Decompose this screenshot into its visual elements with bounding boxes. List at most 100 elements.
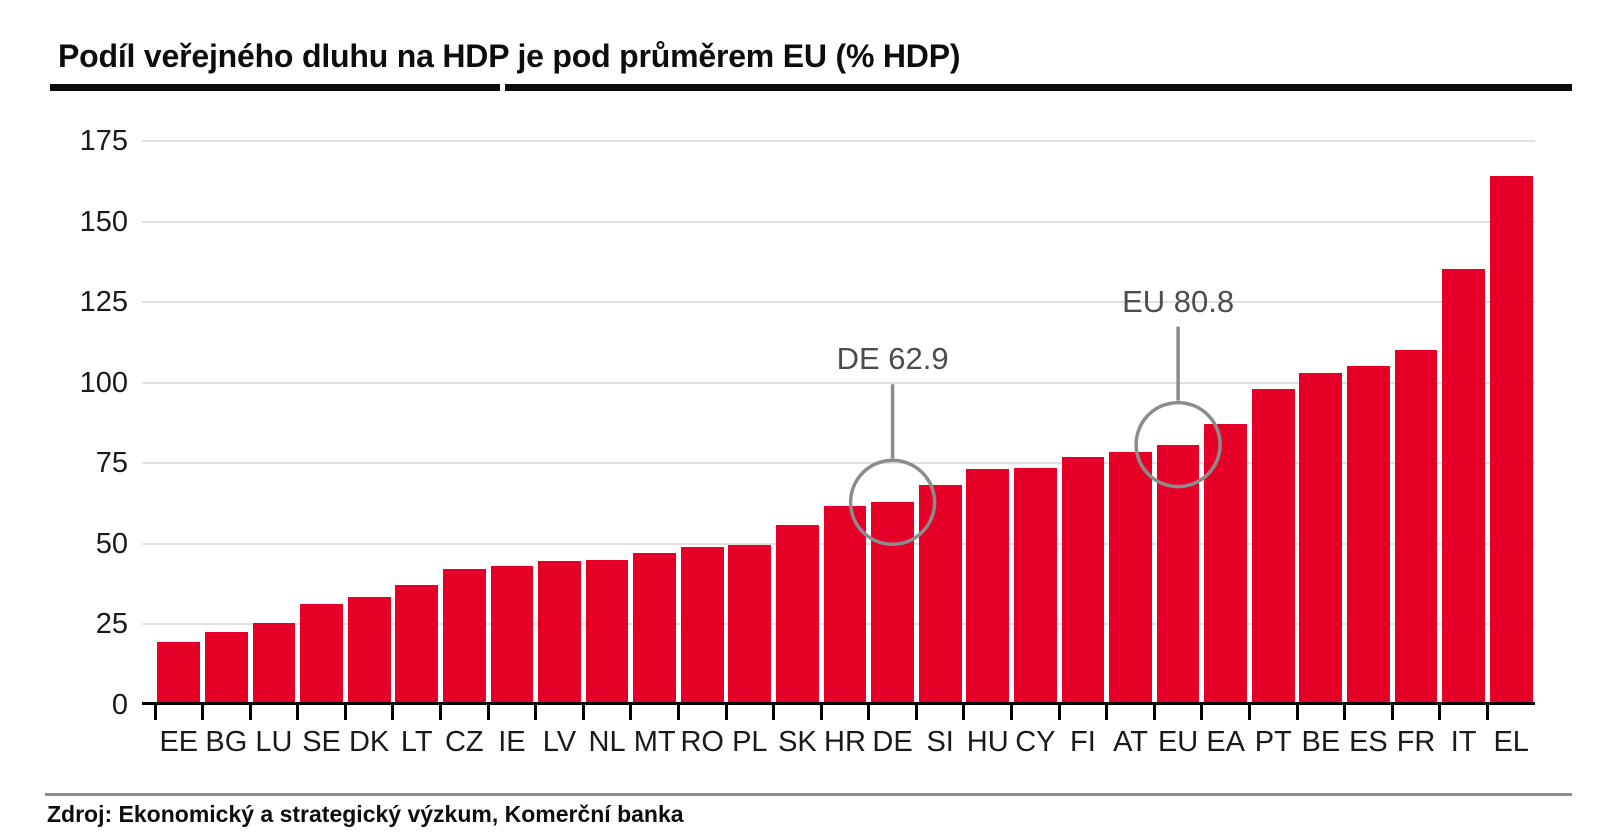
annotation-label-DE: DE 62.9 [836, 341, 949, 377]
bar-IT [1442, 268, 1485, 705]
x-tick-label-LT: LT [400, 726, 433, 758]
x-axis-line [142, 702, 1535, 705]
x-axis-tick-10 [629, 705, 633, 720]
x-tick-label-EA: EA [1206, 726, 1246, 758]
gridline-100 [142, 381, 1535, 384]
bar-DE [871, 502, 914, 705]
bar-SI [918, 485, 962, 705]
x-tick-label-SE: SE [302, 726, 341, 758]
x-tick-label-FI: FI [1070, 726, 1096, 758]
x-tick-label-DK: DK [348, 726, 390, 758]
bar-RO [680, 547, 724, 705]
x-axis-tick-6 [439, 705, 443, 720]
bar-NL [585, 559, 629, 705]
bar-EL [1489, 175, 1533, 705]
x-tick-label-PT: PT [1254, 726, 1292, 758]
y-tick-label-175: 175 [79, 125, 128, 157]
x-tick-label-EL: EL [1493, 726, 1529, 758]
x-tick-label-PL: PL [732, 726, 768, 758]
bar-PT [1251, 389, 1295, 705]
x-axis-tick-18 [1010, 705, 1014, 720]
gridline-150 [142, 220, 1535, 223]
title-rule-right [505, 84, 1572, 91]
highlight-circle-DE [848, 458, 937, 547]
bar-BG [204, 632, 248, 705]
x-axis-tick-20 [1105, 705, 1109, 720]
x-axis-tick-0 [153, 705, 157, 720]
x-tick-label-RO: RO [680, 726, 724, 758]
bar-EE [157, 641, 201, 705]
x-axis-tick-25 [1343, 705, 1347, 720]
x-axis-tick-5 [391, 705, 395, 720]
bar-HU [966, 469, 1010, 705]
x-axis-tick-9 [581, 705, 585, 720]
x-tick-label-HU: HU [966, 726, 1009, 758]
bar-IE [490, 566, 534, 705]
x-tick-label-BE: BE [1301, 726, 1341, 758]
x-tick-label-IE: IE [498, 726, 526, 758]
footer-divider [45, 793, 1572, 796]
gridline-175 [142, 140, 1535, 142]
annotation-label-EU: EU 80.8 [1122, 283, 1235, 319]
bar-FI [1061, 457, 1105, 705]
x-axis-tick-2 [248, 705, 252, 720]
bar-SK [776, 525, 819, 705]
x-axis-tick-19 [1057, 705, 1061, 720]
x-axis-tick-17 [962, 705, 966, 720]
x-tick-label-AT: AT [1113, 726, 1148, 758]
bar-AT [1109, 452, 1152, 705]
bar-MT [633, 552, 677, 705]
x-axis-tick-11 [676, 705, 680, 720]
x-tick-label-SI: SI [926, 726, 954, 758]
bar-PL [728, 545, 772, 705]
title-rule-left [50, 84, 500, 91]
page-title: Podíl veřejného dluhu na HDP je pod prům… [58, 38, 961, 74]
bar-FR [1394, 349, 1438, 705]
bar-ES [1347, 366, 1390, 705]
x-tick-label-SK: SK [778, 726, 817, 758]
highlight-circle-EU [1134, 400, 1222, 489]
x-tick-label-FR: FR [1396, 726, 1436, 758]
bar-SE [300, 604, 343, 705]
y-tick-label-25: 25 [95, 608, 128, 641]
bar-DK [347, 597, 391, 705]
y-tick-label-75: 75 [95, 447, 128, 480]
x-axis-tick-13 [772, 705, 776, 720]
x-tick-label-HR: HR [824, 726, 866, 758]
bar-LU [252, 623, 296, 705]
gridline-75 [142, 462, 1535, 465]
x-axis-tick-22 [1200, 705, 1204, 720]
x-axis-tick-15 [867, 705, 871, 720]
y-tick-label-150: 150 [79, 205, 128, 238]
y-tick-label-50: 50 [95, 527, 128, 560]
bar-LT [395, 585, 439, 705]
x-tick-label-EU: EU [1157, 726, 1199, 758]
bar-CY [1013, 468, 1057, 705]
x-axis-tick-3 [296, 705, 300, 720]
x-tick-label-CY: CY [1015, 726, 1056, 758]
x-axis-tick-27 [1438, 705, 1442, 720]
x-tick-label-BG: BG [205, 726, 248, 758]
x-tick-label-CZ: CZ [444, 726, 484, 758]
x-axis-tick-14 [819, 705, 823, 720]
x-axis-tick-26 [1390, 705, 1394, 720]
x-axis-tick-24 [1295, 705, 1299, 720]
x-axis-tick-4 [343, 705, 347, 720]
x-axis-tick-1 [201, 705, 205, 720]
x-tick-label-MT: MT [633, 726, 676, 758]
x-tick-label-DE: DE [872, 726, 913, 758]
x-axis-tick-8 [534, 705, 538, 720]
x-tick-label-IT: IT [1450, 726, 1477, 758]
bar-BE [1299, 373, 1343, 705]
y-tick-label-0: 0 [111, 689, 128, 721]
y-tick-label-125: 125 [79, 286, 128, 319]
bar-CZ [442, 569, 486, 705]
bar-LV [538, 560, 581, 705]
bar-HR [823, 506, 867, 705]
x-tick-label-EE: EE [159, 726, 199, 758]
source-note: Zdroj: Ekonomický a strategický výzkum, … [47, 801, 684, 827]
x-axis-tick-7 [486, 705, 490, 720]
